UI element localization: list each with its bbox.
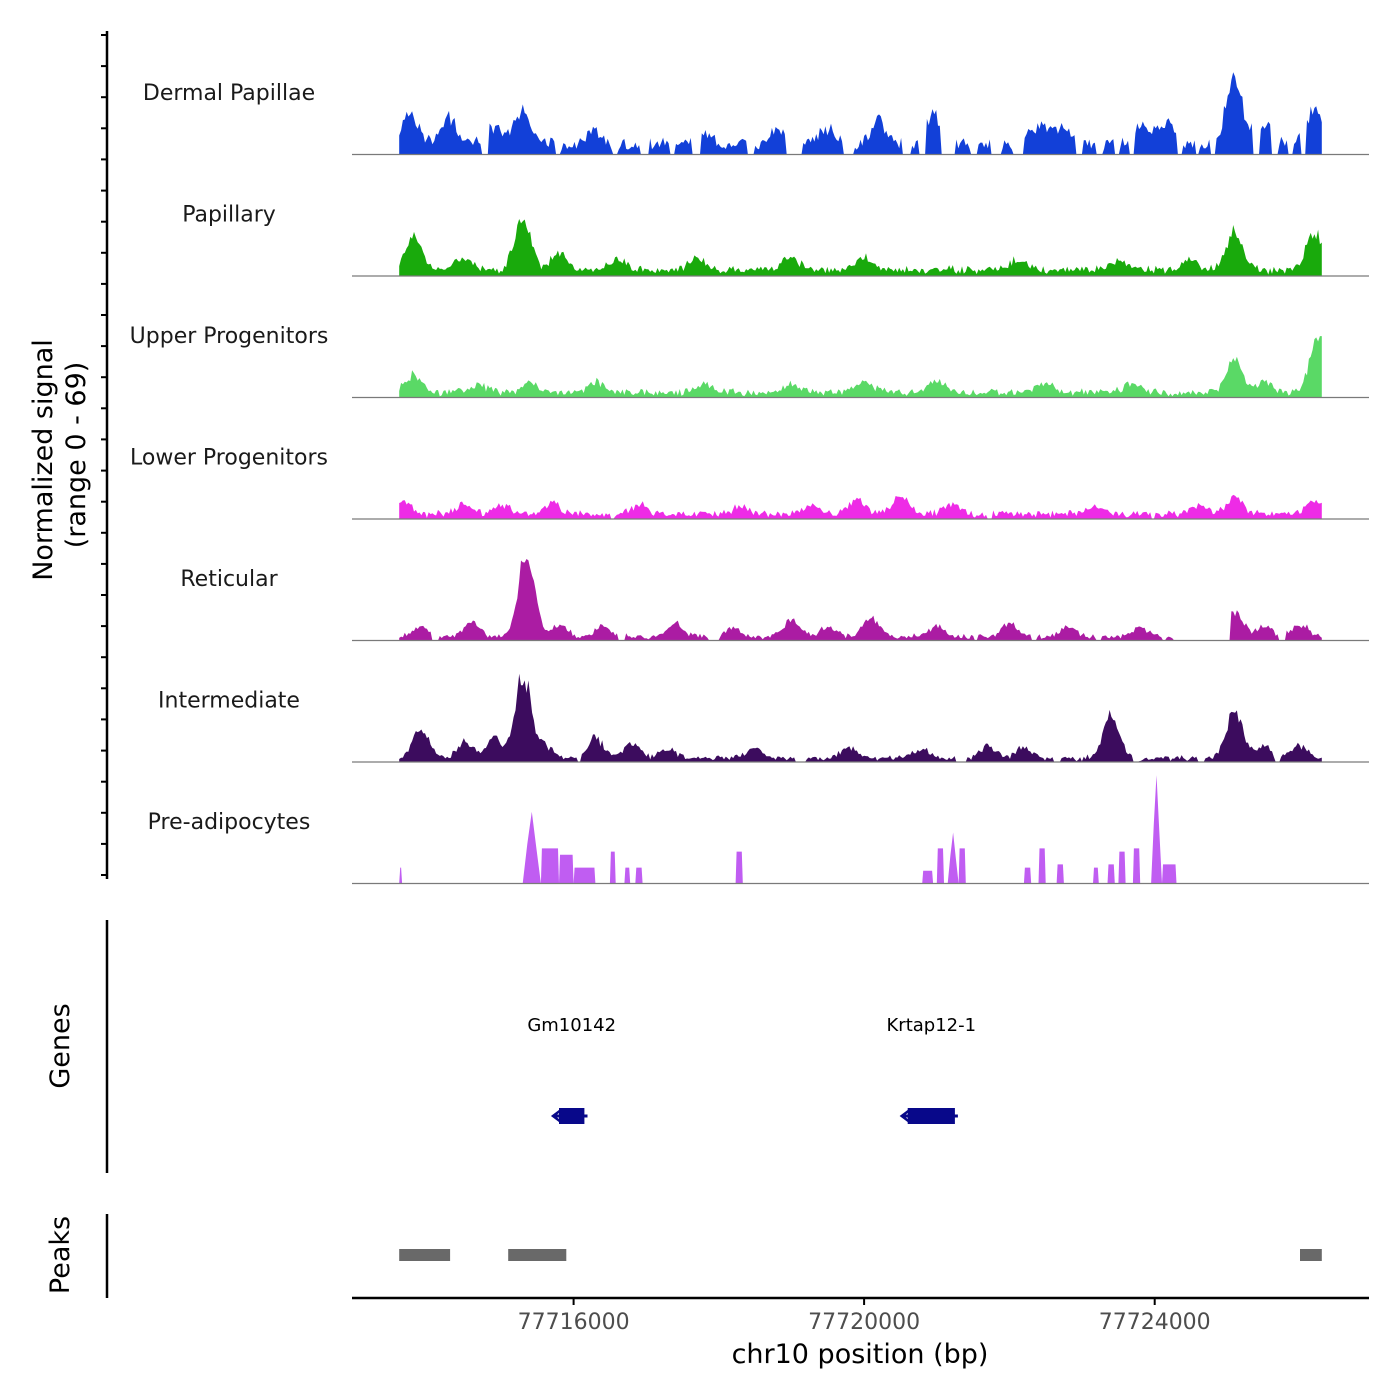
x-tick-label: 77716000 bbox=[518, 1310, 630, 1335]
coverage-block bbox=[936, 848, 944, 884]
gene-label: Gm10142 bbox=[527, 1015, 616, 1036]
gene-models: Gm10142 Krtap12-1 bbox=[527, 1015, 976, 1124]
peak-region bbox=[1300, 1249, 1322, 1261]
peak-region bbox=[399, 1249, 451, 1261]
coverage-area bbox=[399, 559, 1322, 641]
genes-panel: Genes Gm10142 Krtap12-1 bbox=[45, 920, 976, 1173]
track-label: Papillary bbox=[182, 203, 276, 228]
coverage-block bbox=[1038, 848, 1046, 884]
peak-regions bbox=[399, 1249, 1322, 1261]
track-upper-progenitors: Upper Progenitors bbox=[130, 324, 1369, 399]
track-dermal-papillae: Dermal Papillae bbox=[143, 72, 1369, 156]
peaks-y-label: Peaks bbox=[45, 1216, 76, 1294]
strand-arrow-icon bbox=[899, 1109, 911, 1123]
x-axis: 77716000 77720000 77724000 chr10 position … bbox=[352, 1296, 1369, 1370]
coverage-block bbox=[609, 851, 616, 884]
coverage-block bbox=[947, 832, 959, 884]
coverage-tracks: Dermal Papillae Papillary Upper Progenitor… bbox=[130, 72, 1369, 885]
track-lower-progenitors: Lower Progenitors bbox=[130, 446, 1369, 520]
coverage-area bbox=[399, 219, 1322, 276]
track-label: Pre-adipocytes bbox=[148, 810, 311, 835]
peaks-panel: Peaks bbox=[45, 1214, 1322, 1298]
coverage-block bbox=[522, 811, 541, 884]
coverage-area bbox=[399, 336, 1322, 398]
track-label: Upper Progenitors bbox=[130, 324, 329, 349]
coverage-y-ticks bbox=[101, 34, 107, 876]
coverage-block bbox=[573, 867, 596, 884]
gene-gm10142: Gm10142 bbox=[527, 1015, 616, 1124]
coverage-block bbox=[1107, 864, 1115, 884]
coverage-y-label-line2: (range 0 - 69) bbox=[61, 362, 92, 549]
coverage-block bbox=[1151, 775, 1162, 884]
coverage-block bbox=[635, 867, 643, 884]
coverage-block bbox=[958, 848, 966, 884]
x-axis-label: chr10 position (bp) bbox=[732, 1339, 989, 1370]
coverage-block bbox=[540, 848, 559, 884]
gene-krtap12-1: Krtap12-1 bbox=[887, 1015, 977, 1124]
coverage-y-label-line1: Normalized signal bbox=[28, 339, 59, 581]
coverage-block bbox=[735, 851, 743, 884]
x-tick-label: 77724000 bbox=[1099, 1310, 1211, 1335]
track-label: Dermal Papillae bbox=[143, 81, 315, 106]
coverage-area bbox=[399, 673, 1322, 762]
track-label: Intermediate bbox=[158, 689, 300, 714]
x-tick-label: 77720000 bbox=[808, 1310, 920, 1335]
coverage-block bbox=[1162, 864, 1177, 884]
coverage-y-axis: Normalized signal (range 0 - 69) bbox=[28, 31, 109, 879]
track-label: Lower Progenitors bbox=[130, 446, 328, 471]
coverage-block bbox=[1132, 848, 1141, 884]
coverage-block bbox=[1056, 864, 1064, 884]
coverage-block bbox=[922, 870, 934, 884]
track-reticular: Reticular bbox=[180, 559, 1369, 642]
coverage-area bbox=[399, 72, 1322, 155]
track-pre-adipocytes: Pre-adipocytes bbox=[148, 775, 1369, 885]
coverage-block bbox=[559, 854, 574, 884]
coverage-block bbox=[399, 867, 403, 884]
genes-y-label: Genes bbox=[45, 1003, 76, 1088]
coverage-area bbox=[399, 494, 1322, 519]
coverage-block bbox=[624, 867, 631, 884]
track-intermediate: Intermediate bbox=[158, 673, 1369, 763]
track-label: Reticular bbox=[180, 567, 278, 592]
coverage-block bbox=[1023, 867, 1032, 884]
coverage-block bbox=[1093, 867, 1099, 884]
strand-arrow-icon bbox=[550, 1109, 562, 1123]
coverage-block bbox=[1118, 851, 1126, 884]
gene-label: Krtap12-1 bbox=[887, 1015, 977, 1036]
peak-region bbox=[508, 1249, 567, 1261]
track-papillary: Papillary bbox=[182, 203, 1369, 277]
x-axis-ticks: 77716000 77720000 77724000 bbox=[518, 1298, 1211, 1335]
